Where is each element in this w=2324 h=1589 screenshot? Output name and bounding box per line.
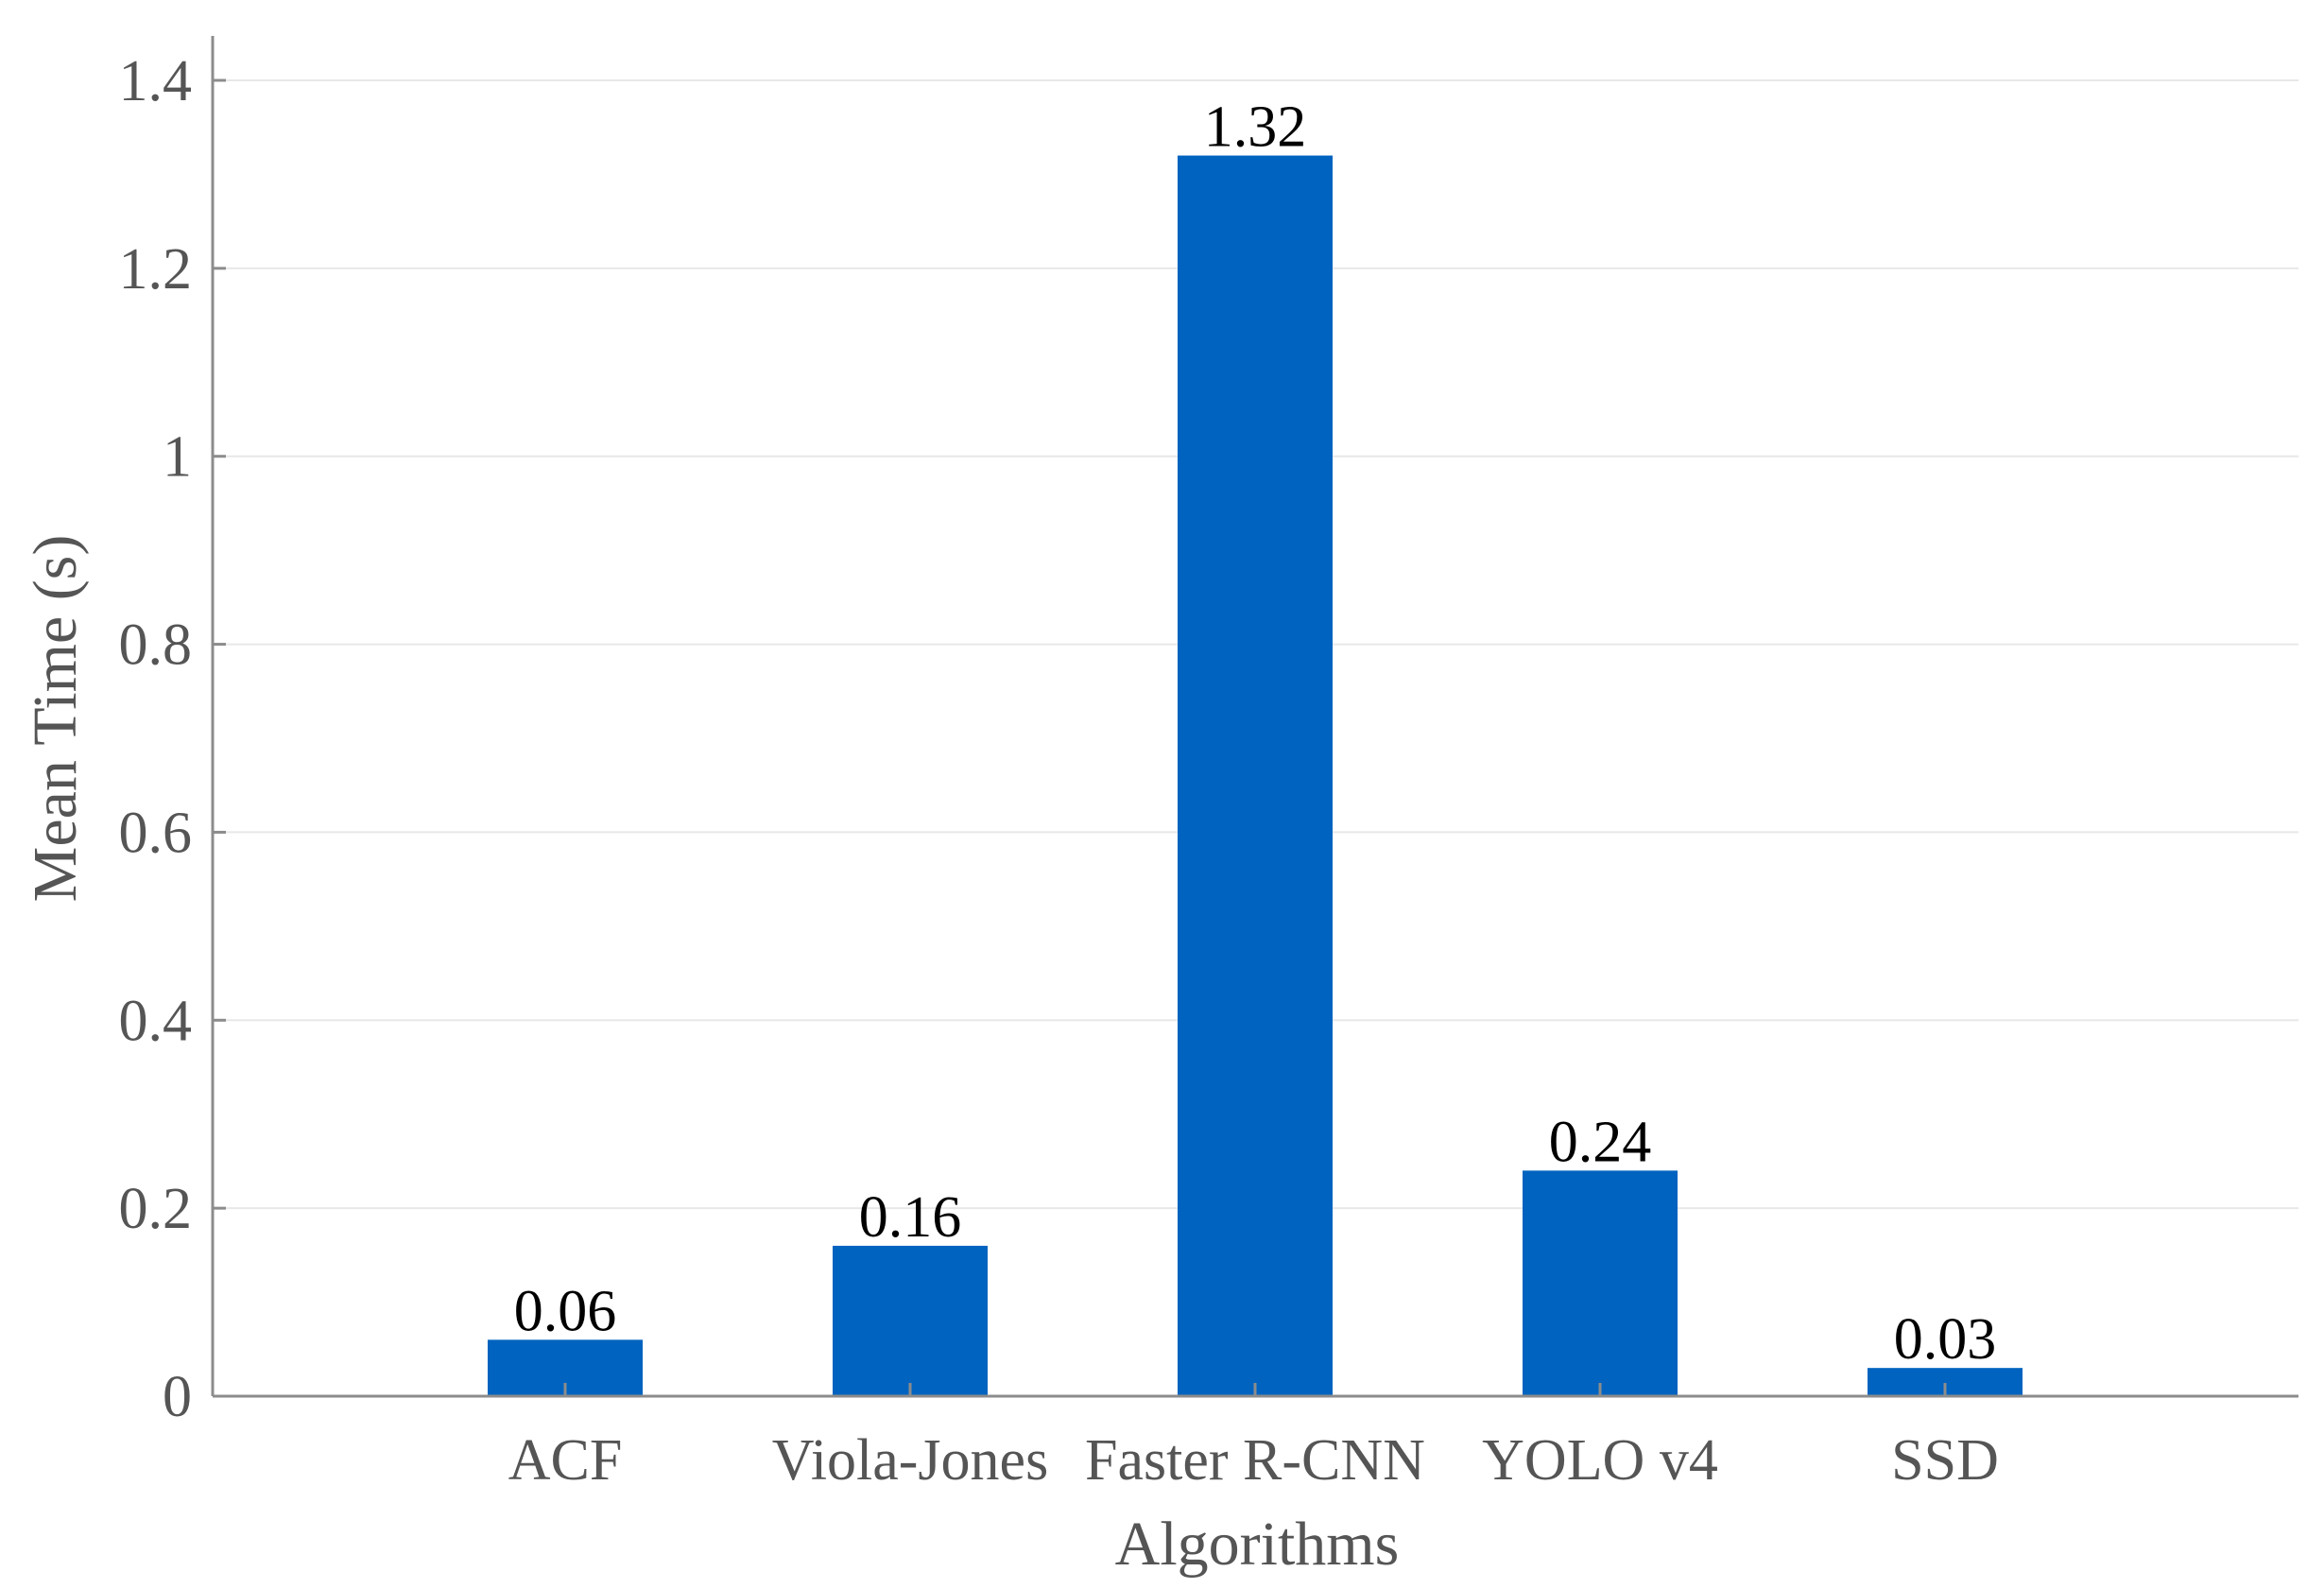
y-tick-label: 0.4 <box>119 989 193 1053</box>
y-tick-label: 0 <box>163 1365 192 1429</box>
data-label: 1.32 <box>1204 95 1307 160</box>
data-label: 0.24 <box>1549 1110 1652 1174</box>
bar <box>1523 1170 1678 1396</box>
y-tick-label: 1.2 <box>119 237 193 302</box>
y-axis-label: Mean Time (s) <box>21 535 90 903</box>
x-tick-label: Viola-Jones <box>772 1428 1048 1493</box>
y-tick-label: 0.2 <box>119 1177 193 1241</box>
axes <box>211 36 2298 1398</box>
data-labels: 0.06 0.16 1.32 0.24 0.03 <box>514 95 1997 1373</box>
bars <box>488 155 2023 1397</box>
y-tick-label: 0.6 <box>119 801 193 865</box>
x-axis-label: Algorithms <box>1115 1510 1400 1579</box>
bar <box>1178 155 1333 1397</box>
x-tick-label: Faster R-CNN <box>1085 1428 1425 1493</box>
y-tick-labels: 0 0.2 0.4 0.6 0.8 1 1.2 1.4 <box>119 49 193 1429</box>
x-tick-label: SSD <box>1891 1428 1999 1493</box>
x-tick-label: ACF <box>508 1428 623 1493</box>
data-label: 0.16 <box>859 1185 962 1250</box>
x-tick-labels: ACF Viola-Jones Faster R-CNN YOLO v4 SSD <box>508 1428 1999 1493</box>
data-label: 0.03 <box>1894 1307 1997 1372</box>
data-label: 0.06 <box>514 1279 617 1343</box>
y-tick-label: 1 <box>163 425 192 490</box>
y-tick-label: 0.8 <box>119 613 193 678</box>
bar <box>833 1245 988 1396</box>
y-tick-label: 1.4 <box>119 49 193 113</box>
x-tick-label: YOLO v4 <box>1482 1428 1718 1493</box>
